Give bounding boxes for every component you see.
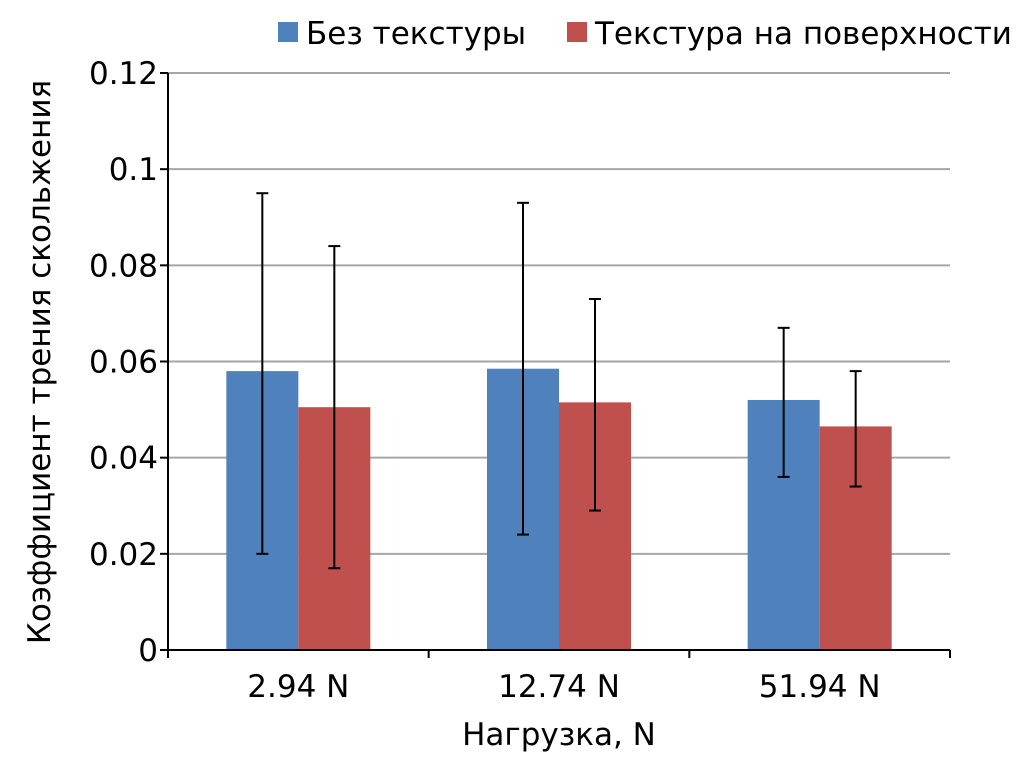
- legend-swatch: [278, 22, 298, 42]
- y-tick-label: 0: [138, 633, 158, 669]
- y-tick-label: 0.1: [109, 152, 158, 188]
- legend-label: Текстура на поверхности: [594, 16, 1012, 52]
- y-tick-label: 0.12: [89, 56, 158, 92]
- y-tick-label: 0.02: [89, 537, 158, 573]
- x-tick-label: 12.74 N: [498, 669, 620, 705]
- x-axis-label: Нагрузка, N: [462, 717, 656, 753]
- y-axis-label: Коэффициент трения скольжения: [22, 80, 58, 644]
- y-tick-label: 0.08: [89, 248, 158, 284]
- axes: 0 0.02 0.04 0.06 0.08 0.1 0.12 2.94 N 12.74 N 51.…: [89, 56, 951, 705]
- bars: [226, 192, 892, 650]
- x-tick-label: 2.94 N: [247, 669, 349, 705]
- legend: Без текстуры Текстура на поверхности: [278, 16, 1012, 52]
- legend-swatch: [567, 22, 587, 42]
- y-tick-label: 0.06: [89, 345, 158, 381]
- y-tick-label: 0.04: [89, 441, 158, 477]
- x-tick-label: 51.94 N: [759, 669, 881, 705]
- legend-label: Без текстуры: [306, 16, 526, 52]
